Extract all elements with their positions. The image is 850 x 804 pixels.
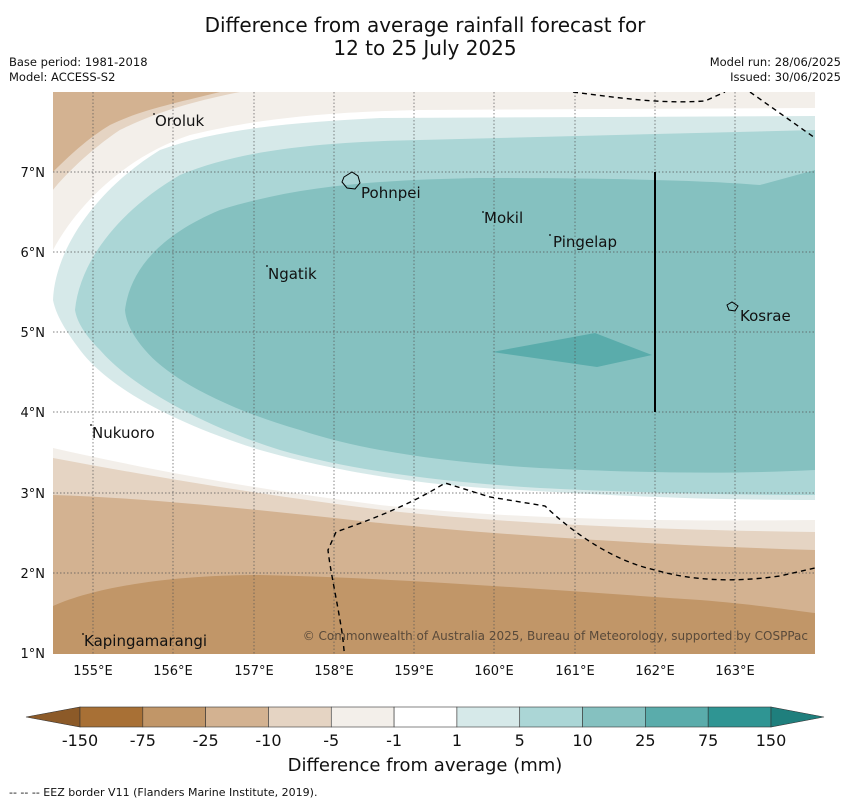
mokil-marker [482,211,484,213]
colorbar-tick-label: 150 [756,731,787,750]
latitude-labels: 7°N 6°N 5°N 4°N 3°N 2°N 1°N [21,166,46,662]
label-nukuoro: Nukuoro [92,424,155,442]
lat-label: 1°N [21,647,46,662]
kosrae-island-shape [726,301,739,312]
model-name-text: Model: ACCESS-S2 [9,70,116,84]
lon-label: 160°E [474,664,514,679]
colorbar-segment [79,706,144,728]
run-info: Model run: 28/06/2025 Issued: 30/06/2025 [710,55,841,85]
lon-label: 163°E [715,664,755,679]
colorbar-tick-label: -150 [62,731,98,750]
lat-label: 5°N [21,326,46,341]
pohnpei-island-shape [341,171,361,190]
colorbar-segment [582,706,646,728]
colorbar-segment [142,706,206,728]
colorbar-title: Difference from average (mm) [287,755,563,776]
lon-label: 158°E [314,664,354,679]
colorbar-tick-label: -75 [130,731,156,750]
ngatik-marker [266,265,268,267]
colorbar-segment [707,706,772,728]
colorbar-tick-label: 1 [452,731,462,750]
colorbar-tick-label: -10 [255,731,281,750]
colorbar-segment [268,706,332,728]
colorbar-segment [519,706,583,728]
label-mokil: Mokil [484,209,523,227]
colorbar-segment [330,706,395,728]
pingelap-marker [549,234,551,236]
label-ngatik: Ngatik [268,265,317,283]
lat-label: 3°N [21,487,46,502]
issued-text: Issued: 30/06/2025 [730,70,841,84]
colorbar-over-arrow [770,706,825,728]
eez-border [327,92,815,654]
colorbar-segment [645,706,709,728]
light-dry-band-top [53,92,815,250]
colorbar-segment [205,706,269,728]
base-period-text: Base period: 1981-2018 [9,55,148,69]
map-plot-area [53,92,815,654]
colorbar-tick-label: 5 [515,731,525,750]
model-info: Base period: 1981-2018 Model: ACCESS-S2 [9,55,148,85]
label-pohnpei: Pohnpei [361,184,421,202]
colorbar-tick-label: -25 [193,731,219,750]
lat-label: 7°N [21,166,46,181]
colorbar-tick-label: 75 [698,731,718,750]
longitude-labels: 155°E 156°E 157°E 158°E 159°E 160°E 161°… [73,664,755,679]
oroluk-marker [153,113,155,115]
lon-label: 161°E [555,664,595,679]
colorbar-tick-label: -1 [386,731,402,750]
colorbar-tick-label: 10 [572,731,592,750]
eez-legend-note: -- -- -- EEZ border V11 (Flanders Marine… [9,786,318,799]
place-labels: Oroluk Pohnpei Mokil Pingelap Ngatik Kos… [84,112,791,650]
wet-band-3 [125,170,815,473]
lat-label: 2°N [21,567,46,582]
lon-label: 159°E [394,664,434,679]
copyright-text: © Commonwealth of Australia 2025, Bureau… [303,629,808,643]
wet-center-patch [492,333,652,367]
label-pingelap: Pingelap [553,233,617,251]
model-run-text: Model run: 28/06/2025 [709,55,841,69]
colorbar-segment [456,706,521,728]
label-kapingamarangi: Kapingamarangi [84,632,207,650]
colorbar-tick-label: 25 [635,731,655,750]
map-title-line-1: Difference from average rainfall forecas… [204,13,646,37]
lon-label: 157°E [234,664,274,679]
dry-band-bottom-dark [53,575,815,654]
dry-zone-top-dark [53,92,220,172]
lon-label: 156°E [153,664,193,679]
lon-label: 162°E [635,664,675,679]
label-kosrae: Kosrae [740,307,791,325]
colorbar: -150 -75 -25 -10 -5 -1 1 5 10 25 75 150 [25,706,825,750]
nukuoro-marker [90,424,92,426]
lat-label: 4°N [21,406,46,421]
colorbar-tick-label: -5 [323,731,339,750]
map-title-line-2: 12 to 25 July 2025 [333,36,517,60]
lat-label: 6°N [21,246,46,261]
kapingamarangi-marker [82,633,84,635]
colorbar-segment [393,706,458,728]
lon-label: 155°E [73,664,113,679]
colorbar-under-arrow [25,706,81,728]
label-oroluk: Oroluk [155,112,204,130]
